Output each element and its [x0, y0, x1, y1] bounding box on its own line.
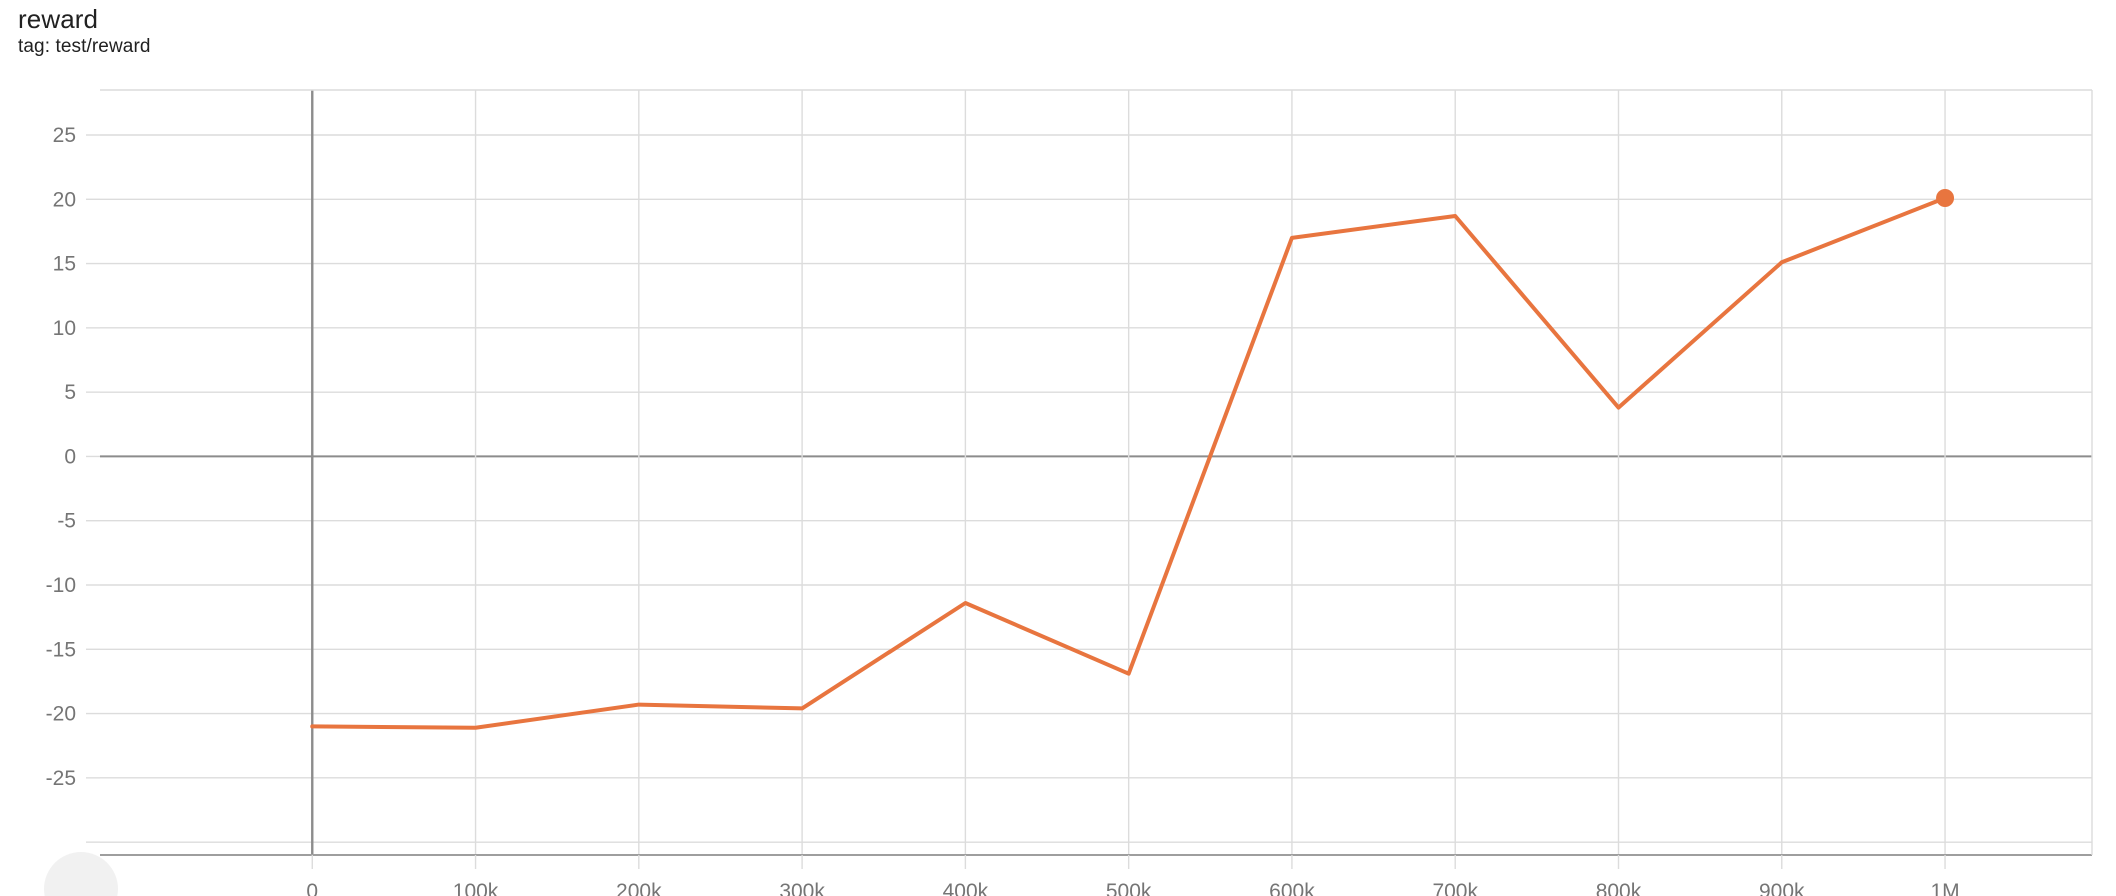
last-point-marker[interactable] — [1936, 189, 1955, 207]
data-series[interactable] — [310, 196, 1948, 730]
x-tick-label: 0 — [306, 880, 318, 896]
y-tick-label: -10 — [46, 574, 76, 597]
y-tick-label: -25 — [46, 767, 76, 790]
y-tick-label: -15 — [46, 638, 76, 661]
x-gridlines — [311, 90, 1946, 855]
y-tick-label: 5 — [64, 381, 76, 404]
x-tick-label: 900k — [1759, 880, 1805, 896]
plot-frame — [100, 89, 2093, 856]
y-tick-label: 15 — [53, 253, 76, 276]
x-tick-label: 800k — [1596, 880, 1642, 896]
y-tick-label: 25 — [53, 124, 76, 147]
series-endpoint-dot — [1936, 189, 1955, 207]
chart-tag-label: tag: test/reward — [18, 36, 151, 58]
x-tick-label: 1M — [1930, 880, 1959, 896]
x-tick-label: 400k — [943, 880, 989, 896]
x-axis-labels: 0 100k 200k 300k 400k 500k 600k 700k 800k 900k 1M — [306, 880, 1959, 896]
page-title: reward — [18, 4, 99, 34]
y-gridlines — [100, 134, 2092, 843]
x-tick-label: 700k — [1432, 880, 1478, 896]
x-tick-label: 300k — [779, 880, 825, 896]
x-tick-label: 100k — [453, 880, 499, 896]
series-line — [310, 196, 1948, 730]
axis-ticks — [86, 134, 1946, 869]
y-tick-label: 20 — [53, 188, 76, 211]
y-tick-label: 10 — [53, 317, 76, 340]
y-axis-labels: 25 20 15 10 5 0 -5 -10 -15 -20 -25 — [46, 124, 76, 790]
x-tick-label: 600k — [1269, 880, 1315, 896]
y-tick-label: 0 — [64, 445, 76, 468]
x-tick-label: 200k — [616, 880, 662, 896]
y-tick-label: -5 — [57, 510, 76, 533]
chart-header: reward tag: test/reward — [18, 4, 151, 58]
x-tick-label: 500k — [1106, 880, 1152, 896]
y-tick-label: -20 — [46, 703, 76, 726]
